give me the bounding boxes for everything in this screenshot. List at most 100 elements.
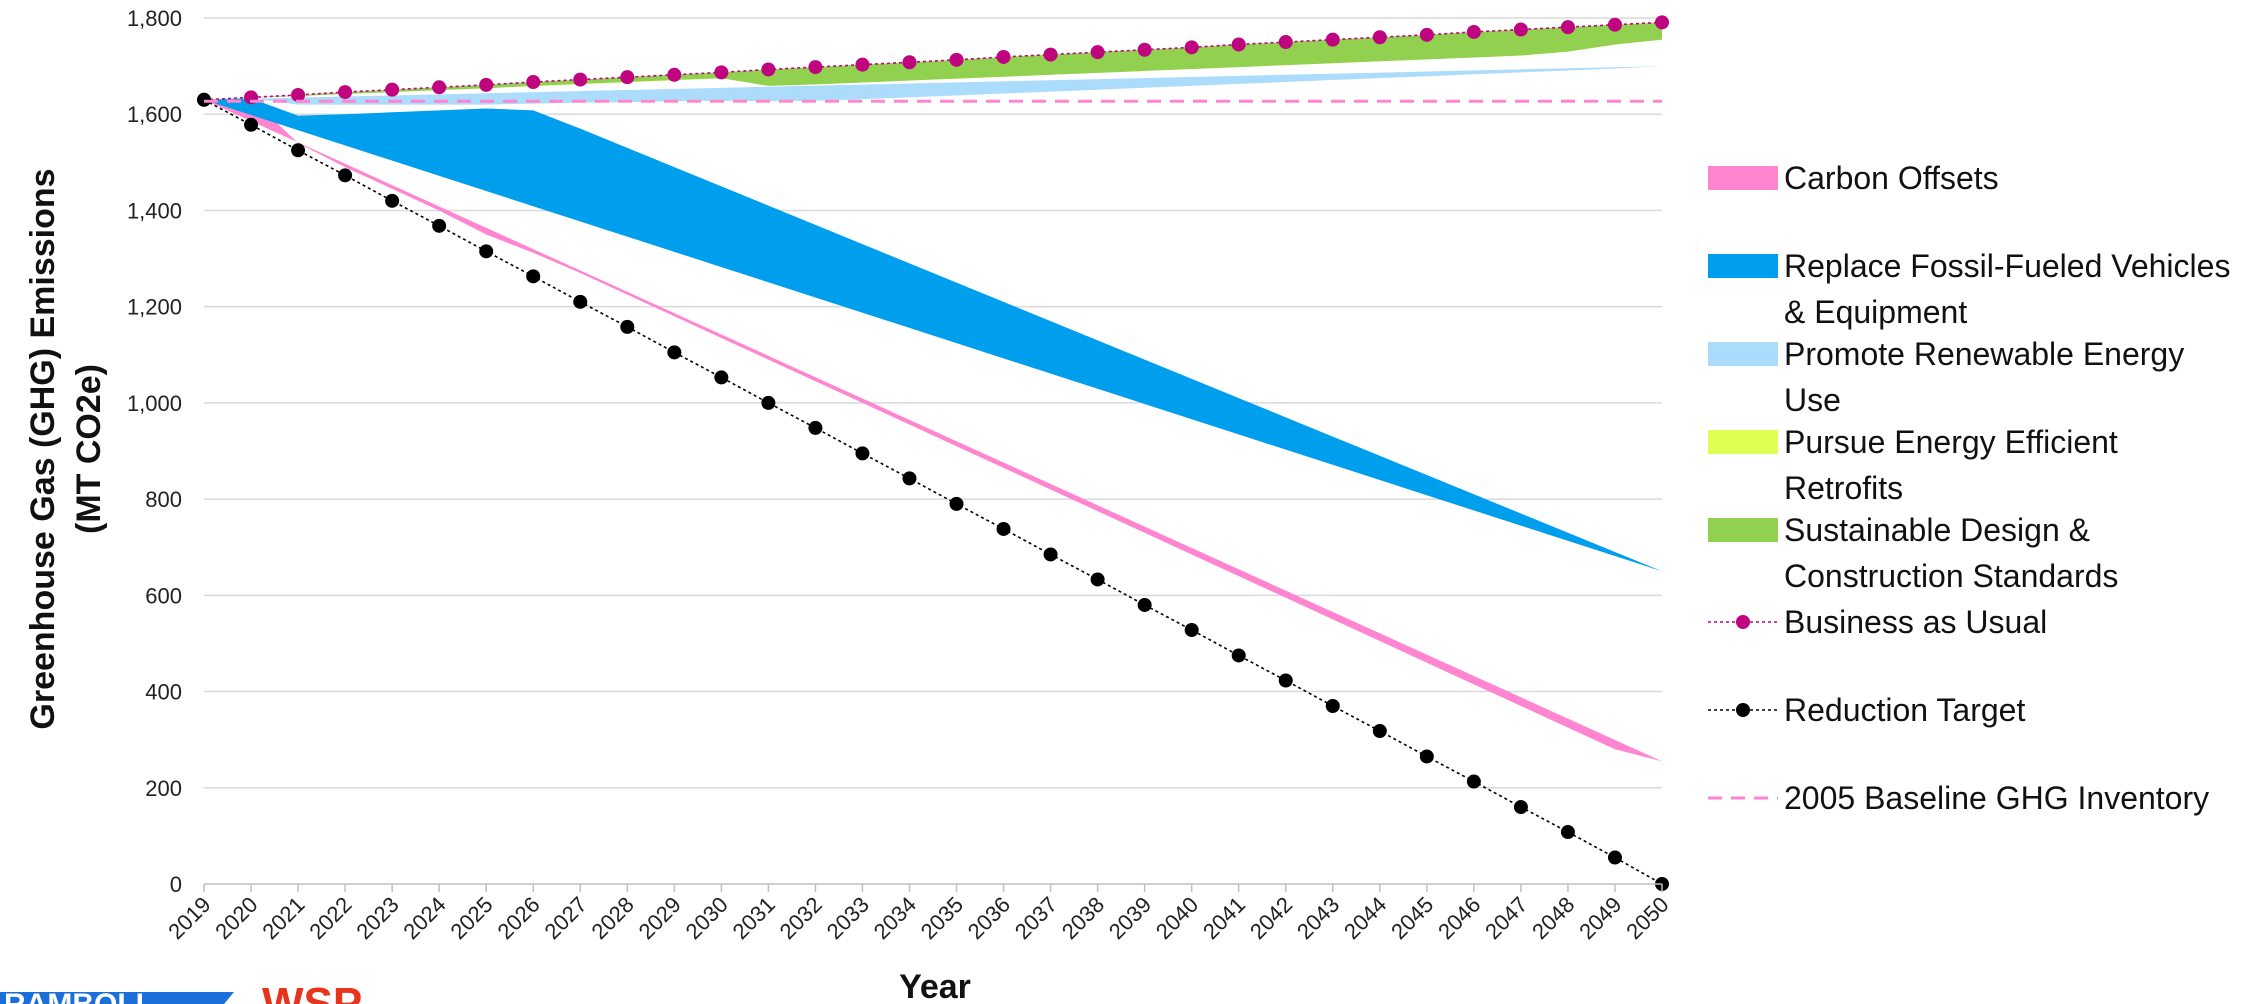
point-reduction-target [1372,724,1387,739]
point-business-as-usual [526,74,541,89]
x-tick-label: 2042 [1245,892,1297,944]
point-reduction-target [902,471,917,486]
x-tick-label: 2029 [634,892,686,944]
point-business-as-usual [1607,17,1622,32]
point-reduction-target [1419,749,1434,764]
legend-label: Construction Standards [1784,558,2118,594]
legend-label: Use [1784,382,1841,418]
point-business-as-usual [1231,37,1246,52]
x-axis-title: Year [899,968,971,1004]
x-tick-label: 2024 [398,892,450,944]
area-replace-fossil-fueled-vehicles-equipment [204,98,1662,572]
series-lines [197,15,1669,891]
point-reduction-target [1137,597,1152,612]
x-tick-label: 2033 [822,892,874,944]
legend-label: Reduction Target [1784,692,2025,728]
point-reduction-target [1231,648,1246,663]
point-reduction-target [1090,572,1105,587]
point-business-as-usual [996,49,1011,64]
axes: 0 200 400 600 800 1,000 1,200 1,400 1,600 1,800 20… [24,6,1674,1004]
x-tick-label: 2046 [1433,892,1485,944]
ramboll-logo: RAMBOLL [0,988,234,1004]
y-tick-label: 800 [145,487,182,512]
x-tick-label: 2035 [916,892,968,944]
x-tick-label: 2020 [210,892,262,944]
point-reduction-target [761,395,776,410]
point-business-as-usual [1184,40,1199,55]
point-business-as-usual [714,65,729,80]
point-business-as-usual [949,52,964,67]
svg-text:WSP: WSP [262,979,362,1004]
point-business-as-usual [620,70,635,85]
point-business-as-usual [808,60,823,75]
x-tick-label: 2045 [1386,892,1438,944]
legend-label: Business as Usual [1784,604,2047,640]
x-tick-label: 2041 [1198,892,1250,944]
x-tick-label: 2049 [1574,892,1626,944]
point-business-as-usual [1325,32,1340,47]
legend-label: 2005 Baseline GHG Inventory [1784,780,2209,816]
legend-swatch-pursue-energy-efficient-retrofits [1708,430,1778,454]
point-reduction-target [479,244,494,259]
y-axis-title-line: (MT CO2e) [70,364,108,534]
point-business-as-usual [432,80,447,95]
point-reduction-target [385,193,400,208]
stacked-areas [204,22,1662,762]
legend-swatch-replace-fossil-fueled-vehicles-equipment [1708,254,1778,278]
x-tick-label: 2019 [163,892,215,944]
x-tick-label: 2032 [775,892,827,944]
point-reduction-target [1513,800,1528,815]
wsp-logo: WSP [262,979,362,1004]
point-reduction-target [1325,698,1340,713]
point-reduction-target [526,269,541,284]
point-reduction-target [808,420,823,435]
point-business-as-usual [479,77,494,92]
legend-marker-business-as-usual [1736,615,1750,629]
legend-swatch-carbon-offsets [1708,166,1778,190]
point-business-as-usual [1513,22,1528,37]
x-tick-label: 2030 [681,892,733,944]
x-tick-label: 2037 [1010,892,1062,944]
x-tick-label: 2038 [1057,892,1109,944]
point-business-as-usual [667,67,682,82]
point-business-as-usual [385,82,400,97]
point-business-as-usual [1137,42,1152,57]
x-tick-label: 2036 [963,892,1015,944]
area-sustainable-design-construction-standards [204,22,1662,100]
legend-label: Pursue Energy Efficient [1784,424,2118,460]
point-business-as-usual [1466,24,1481,39]
point-reduction-target [291,143,306,158]
point-business-as-usual [855,57,870,72]
point-business-as-usual [1372,30,1387,45]
legend-marker-reduction-target [1736,703,1750,717]
y-tick-label: 600 [145,583,182,608]
point-business-as-usual [573,72,588,87]
point-business-as-usual [338,85,353,100]
point-reduction-target [1466,774,1481,789]
legend-label: Sustainable Design & [1784,512,2090,548]
point-reduction-target [1184,622,1199,637]
point-reduction-target [1043,547,1058,562]
y-tick-label: 400 [145,680,182,705]
legend-label: Replace Fossil-Fueled Vehicles [1784,248,2230,284]
x-tick-label: 2040 [1151,892,1203,944]
point-business-as-usual [1419,27,1434,42]
x-tick-label: 2039 [1104,892,1156,944]
point-business-as-usual [1043,47,1058,62]
x-tick-label: 2026 [492,892,544,944]
x-tick-label: 2023 [351,892,403,944]
point-business-as-usual [1560,20,1575,35]
y-tick-label: 1,400 [127,198,182,223]
x-tick-label: 2044 [1339,892,1391,944]
legend-label: Carbon Offsets [1784,160,1999,196]
y-tick-label: 1,200 [127,295,182,320]
point-business-as-usual [1278,35,1293,50]
point-reduction-target [1560,825,1575,840]
x-tick-label: 2025 [445,892,497,944]
x-tick-label: 2043 [1292,892,1344,944]
point-business-as-usual [902,55,917,70]
legend-swatch-promote-renewable-energy-use [1708,342,1778,366]
x-tick-label: 2034 [869,892,921,944]
svg-text:RAMBOLL: RAMBOLL [4,988,154,1004]
